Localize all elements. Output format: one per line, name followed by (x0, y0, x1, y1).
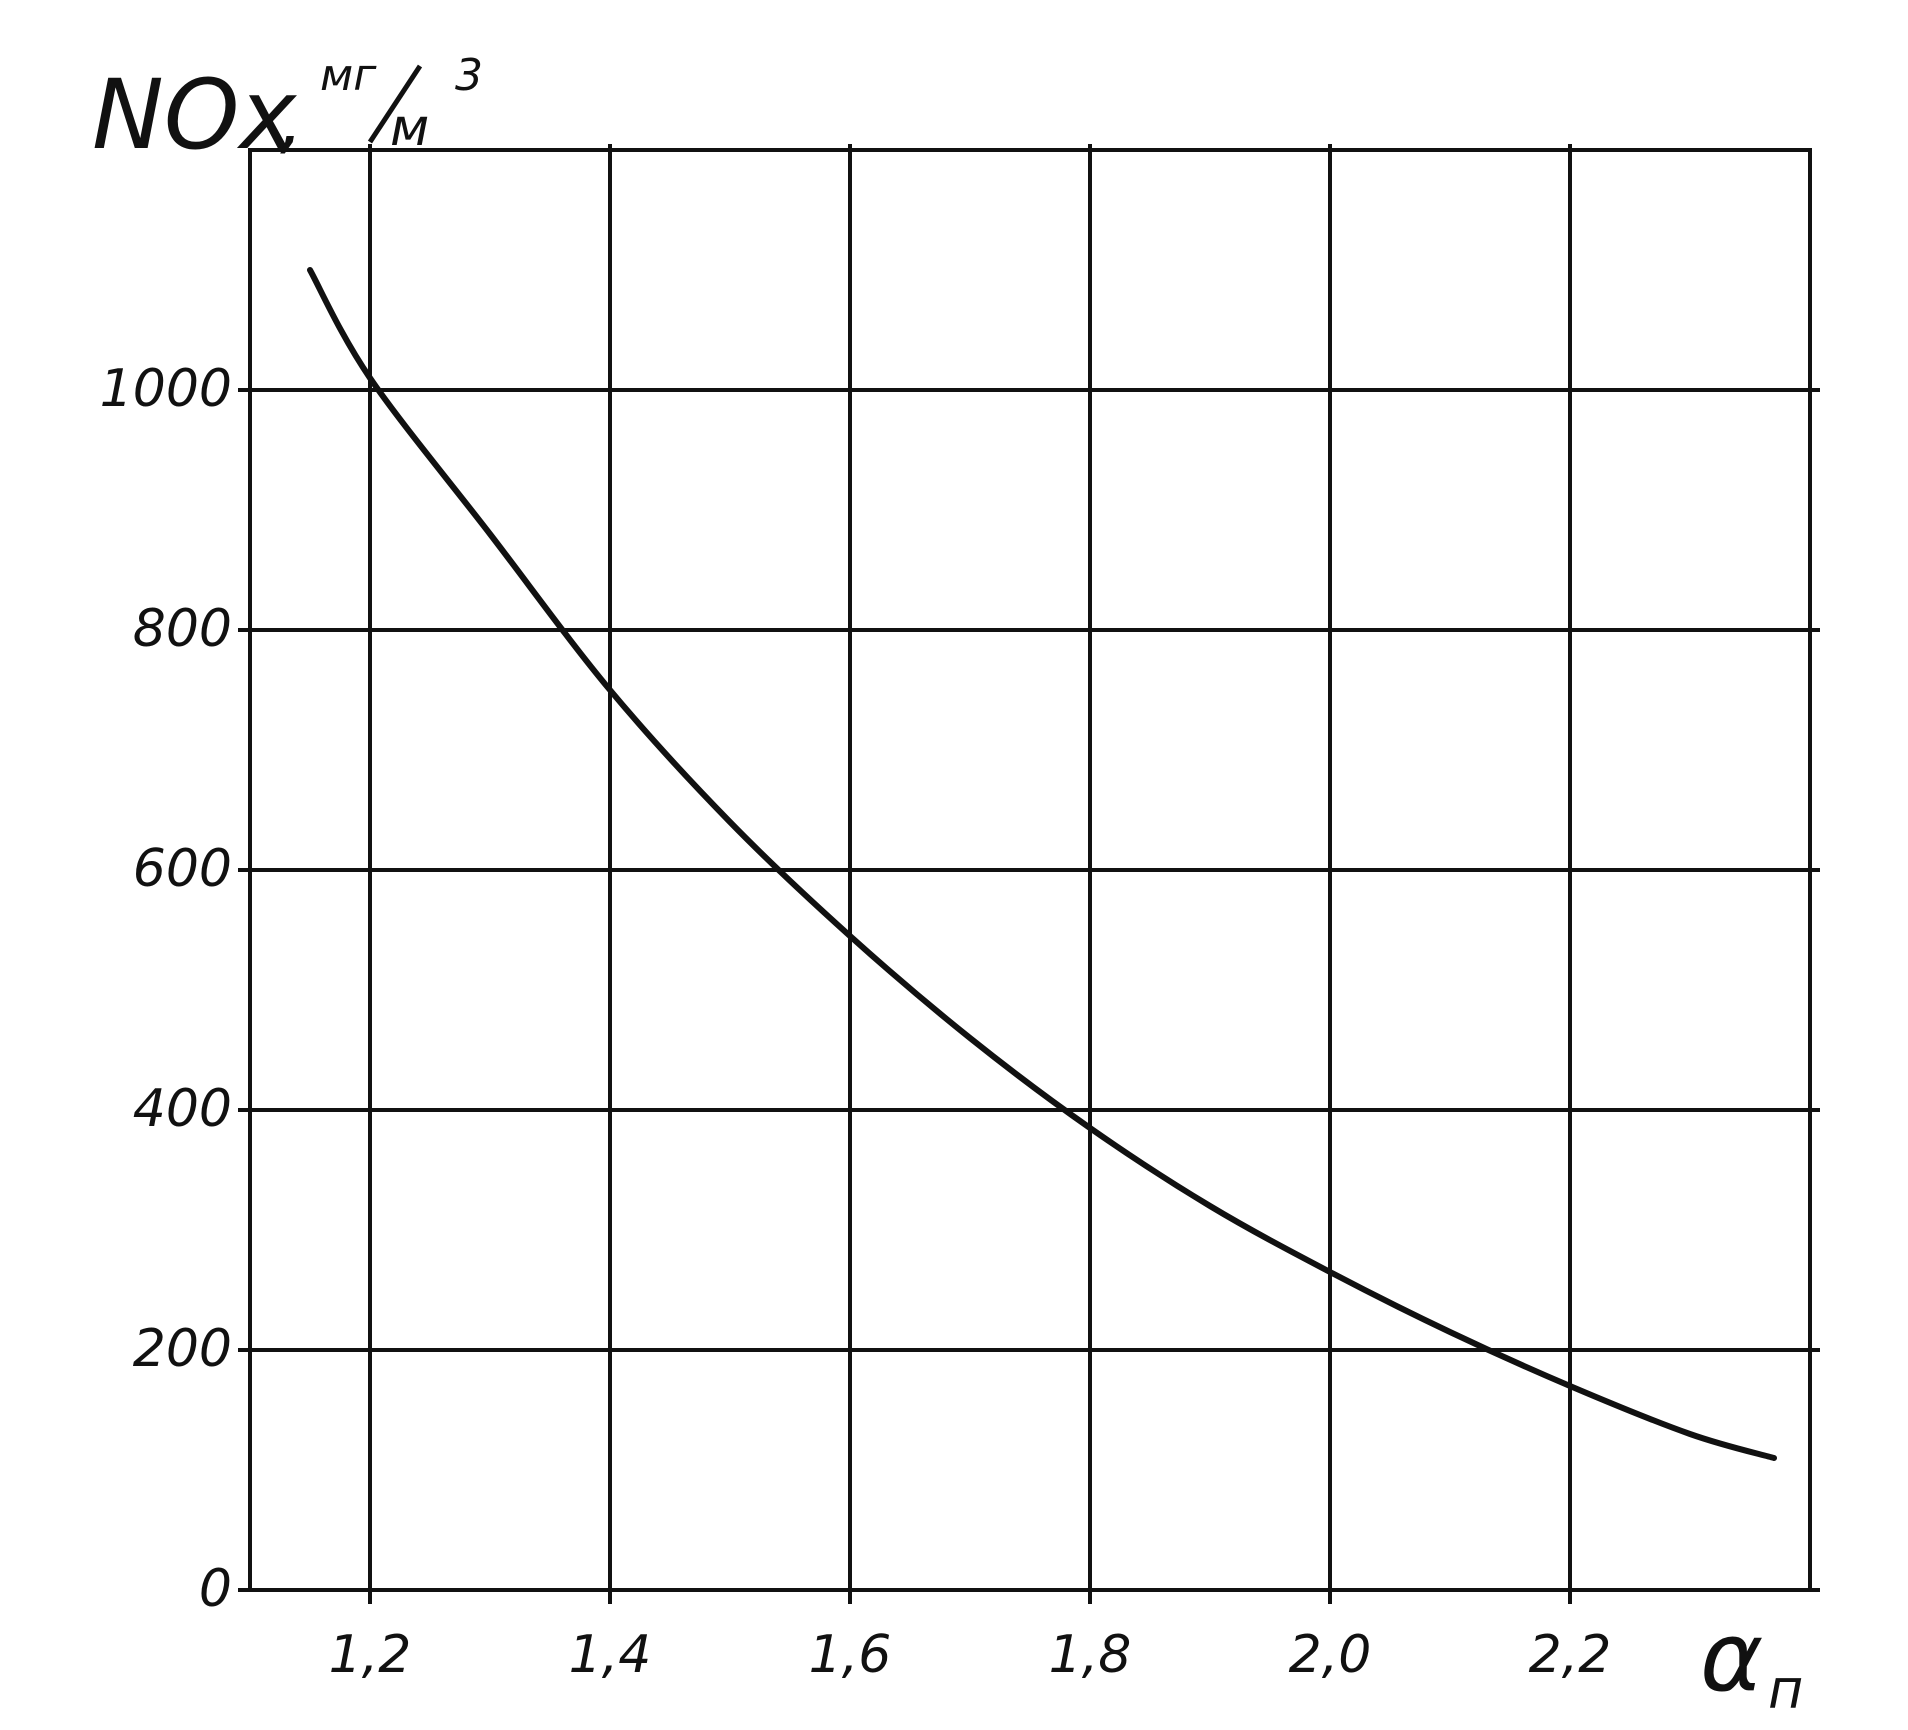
y-axis-title-main: NOx (92, 59, 297, 171)
x-tick-label: 2,2 (1529, 1625, 1612, 1685)
y-tick-label: 0 (199, 1559, 232, 1619)
x-tick-label: 1,2 (329, 1625, 412, 1685)
y-axis-unit-slash (367, 64, 423, 144)
x-tick-labels: 1,2 1,4 1,6 1,8 2,0 2,2 (329, 1625, 1612, 1685)
y-tick-label: 600 (133, 839, 232, 899)
y-tick-label: 800 (133, 599, 232, 659)
x-tick-label: 1,4 (569, 1625, 652, 1685)
x-axis-title-main: α (1700, 1601, 1763, 1713)
series-line-0 (307, 267, 1777, 1461)
y-tick-labels: 0 200 400 600 800 1000 (100, 359, 232, 1619)
y-axis-unit-numerator: мг (320, 50, 377, 101)
x-tick-label: 1,8 (1049, 1625, 1132, 1685)
y-axis-unit-denominator: м (390, 98, 429, 158)
y-tick-label: 200 (133, 1319, 232, 1379)
x-axis-title-subscript: п (1768, 1658, 1803, 1721)
y-axis-title: NOx , мг м 3 (92, 50, 483, 171)
series-layer (307, 267, 1777, 1461)
x-axis-title: α п (1700, 1601, 1803, 1721)
y-axis-unit-exponent: 3 (455, 50, 483, 101)
y-tick-label: 400 (133, 1079, 232, 1139)
x-tick-label: 2,0 (1289, 1625, 1372, 1685)
x-tick-label: 1,6 (809, 1625, 892, 1685)
y-axis-title-separator: , (280, 78, 303, 162)
y-tick-label: 1000 (100, 359, 232, 419)
grid (238, 144, 1820, 1604)
